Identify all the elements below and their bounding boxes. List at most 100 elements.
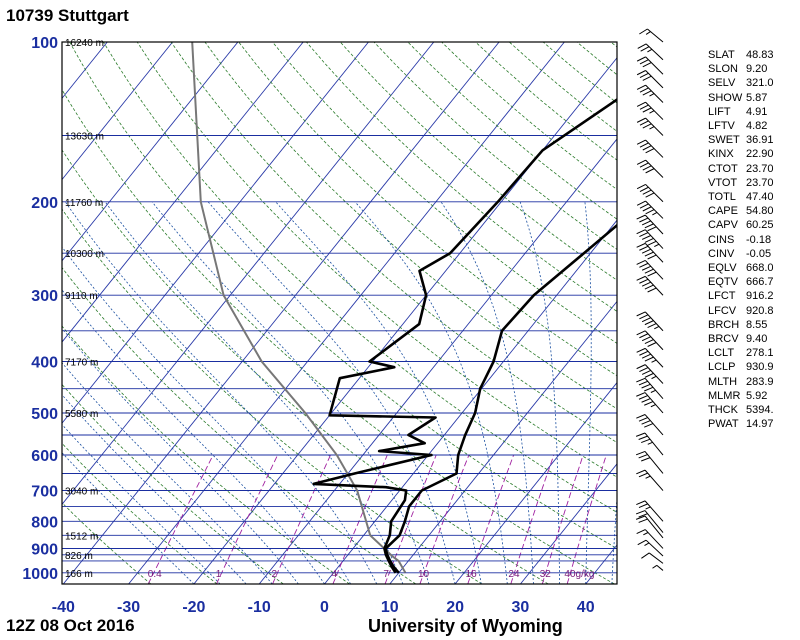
wind-barb bbox=[636, 260, 664, 280]
wind-barb-flag bbox=[638, 417, 648, 422]
index-key: SHOW bbox=[708, 91, 743, 104]
wind-barb-flag bbox=[649, 110, 655, 114]
index-row: CTOT 23.70 bbox=[708, 162, 774, 176]
dry-adiabat bbox=[62, 266, 417, 584]
wind-barb bbox=[636, 275, 664, 296]
index-value: 54.80 bbox=[746, 205, 774, 218]
temperature-tick-label: -20 bbox=[182, 599, 205, 616]
index-row: KINX 22.90 bbox=[708, 147, 774, 161]
index-key: PWAT bbox=[708, 418, 739, 431]
parcel-path-line bbox=[191, 42, 407, 574]
wind-barb-flag bbox=[645, 31, 651, 35]
wind-barb-flag bbox=[636, 414, 646, 419]
index-value: 5.87 bbox=[746, 91, 768, 104]
index-value: 916.2 bbox=[746, 290, 774, 303]
isotherm-line bbox=[62, 42, 173, 181]
wind-barb-flag bbox=[636, 275, 646, 281]
mixing-ratio-label: 4 bbox=[332, 569, 338, 580]
wind-barb-flag bbox=[639, 367, 649, 372]
wind-barb-flag bbox=[639, 142, 649, 148]
wind-barb-flag bbox=[641, 235, 651, 240]
wind-barb-flag bbox=[644, 251, 654, 257]
wind-barb-flag bbox=[635, 432, 646, 437]
index-row: CAPE 54.80 bbox=[708, 204, 774, 218]
wind-barb-flag bbox=[637, 43, 647, 49]
wind-barb bbox=[637, 539, 664, 557]
height-label: 9110 m bbox=[65, 291, 98, 302]
wind-barb-flag bbox=[641, 281, 651, 287]
moist-adiabat bbox=[611, 492, 617, 584]
index-value: 23.70 bbox=[746, 162, 774, 175]
wind-barb-flag bbox=[641, 248, 651, 254]
index-value: 920.8 bbox=[746, 304, 774, 317]
wind-barb-shaft bbox=[644, 276, 664, 296]
mixing-ratio-line bbox=[467, 454, 515, 584]
wind-barb-flag bbox=[635, 510, 646, 515]
index-key: LFCT bbox=[708, 290, 736, 303]
wind-barb-flag bbox=[636, 330, 646, 336]
wind-barb-flag bbox=[638, 472, 648, 478]
wind-barb-flag bbox=[639, 232, 649, 238]
temperature-profile-line bbox=[384, 223, 617, 574]
moist-adiabat bbox=[62, 289, 325, 584]
dry-adiabat bbox=[62, 149, 549, 584]
pressure-tick-label: 400 bbox=[31, 355, 58, 372]
index-key: MLTH bbox=[708, 375, 738, 388]
wind-barb-flag bbox=[642, 206, 652, 212]
moist-adiabat bbox=[62, 394, 247, 584]
isotherm-line bbox=[62, 42, 108, 100]
wind-barb bbox=[636, 414, 664, 436]
wind-barb-flag bbox=[639, 203, 649, 209]
wind-barb-flag bbox=[650, 389, 656, 393]
index-key: CTOT bbox=[708, 162, 738, 175]
height-label: 7170 m bbox=[65, 358, 98, 369]
wind-barb-flag bbox=[639, 72, 649, 79]
mixing-ratio-label: 24 bbox=[508, 569, 520, 580]
wind-barb-flag bbox=[641, 370, 651, 375]
isotherm-line bbox=[454, 381, 617, 584]
wind-barb-flag bbox=[647, 323, 657, 328]
index-row: SLAT 48.83 bbox=[708, 48, 774, 62]
wind-barb-flag bbox=[636, 159, 646, 165]
height-label: 826 m bbox=[65, 551, 93, 562]
wind-barb-flag bbox=[642, 62, 652, 68]
wind-barb-shaft bbox=[644, 377, 664, 400]
wind-barb-flag bbox=[639, 162, 649, 168]
wind-barb bbox=[636, 311, 664, 332]
wind-barb bbox=[636, 200, 664, 219]
index-key: EQTV bbox=[708, 276, 738, 289]
index-row: SLON 9.20 bbox=[708, 62, 774, 76]
index-row: LFTV 4.82 bbox=[708, 119, 774, 133]
wind-barb-flag bbox=[636, 260, 646, 265]
wind-barb bbox=[641, 552, 664, 564]
isotherm-line bbox=[324, 219, 617, 584]
pressure-tick-label: 200 bbox=[31, 195, 58, 212]
dry-adiabat bbox=[62, 442, 218, 584]
wind-barb-flag bbox=[649, 93, 655, 97]
index-key: VTOT bbox=[708, 176, 738, 189]
wind-barb-flag bbox=[638, 454, 648, 459]
wind-barb-flag bbox=[638, 503, 648, 509]
index-value: 14.97 bbox=[746, 418, 774, 431]
wind-barb-flag bbox=[636, 117, 646, 123]
wind-barb-flag bbox=[636, 56, 646, 62]
wind-barb-flag bbox=[642, 145, 652, 151]
index-row: MLTH 283.9 bbox=[708, 375, 774, 389]
height-label: 5580 m bbox=[65, 409, 98, 420]
wind-barb-flag bbox=[638, 395, 648, 400]
moist-adiabat bbox=[275, 201, 482, 584]
index-value: 4.91 bbox=[746, 105, 768, 118]
temperature-tick-label: -40 bbox=[52, 599, 75, 616]
wind-barb-flag bbox=[639, 87, 649, 93]
index-value: -0.05 bbox=[746, 247, 772, 260]
pressure-tick-label: 700 bbox=[31, 484, 58, 501]
index-key: LCLP bbox=[708, 361, 736, 374]
pressure-tick-label: 1000 bbox=[22, 566, 58, 583]
wind-barb-flag bbox=[636, 214, 646, 220]
wind-barb-flag bbox=[640, 46, 650, 52]
index-row: LCLT 278.1 bbox=[708, 346, 774, 360]
wind-barb-flag bbox=[636, 347, 646, 353]
mixing-ratio-line bbox=[332, 454, 388, 584]
wind-barb-flag bbox=[639, 245, 649, 251]
wind-barb-flag bbox=[638, 380, 648, 386]
